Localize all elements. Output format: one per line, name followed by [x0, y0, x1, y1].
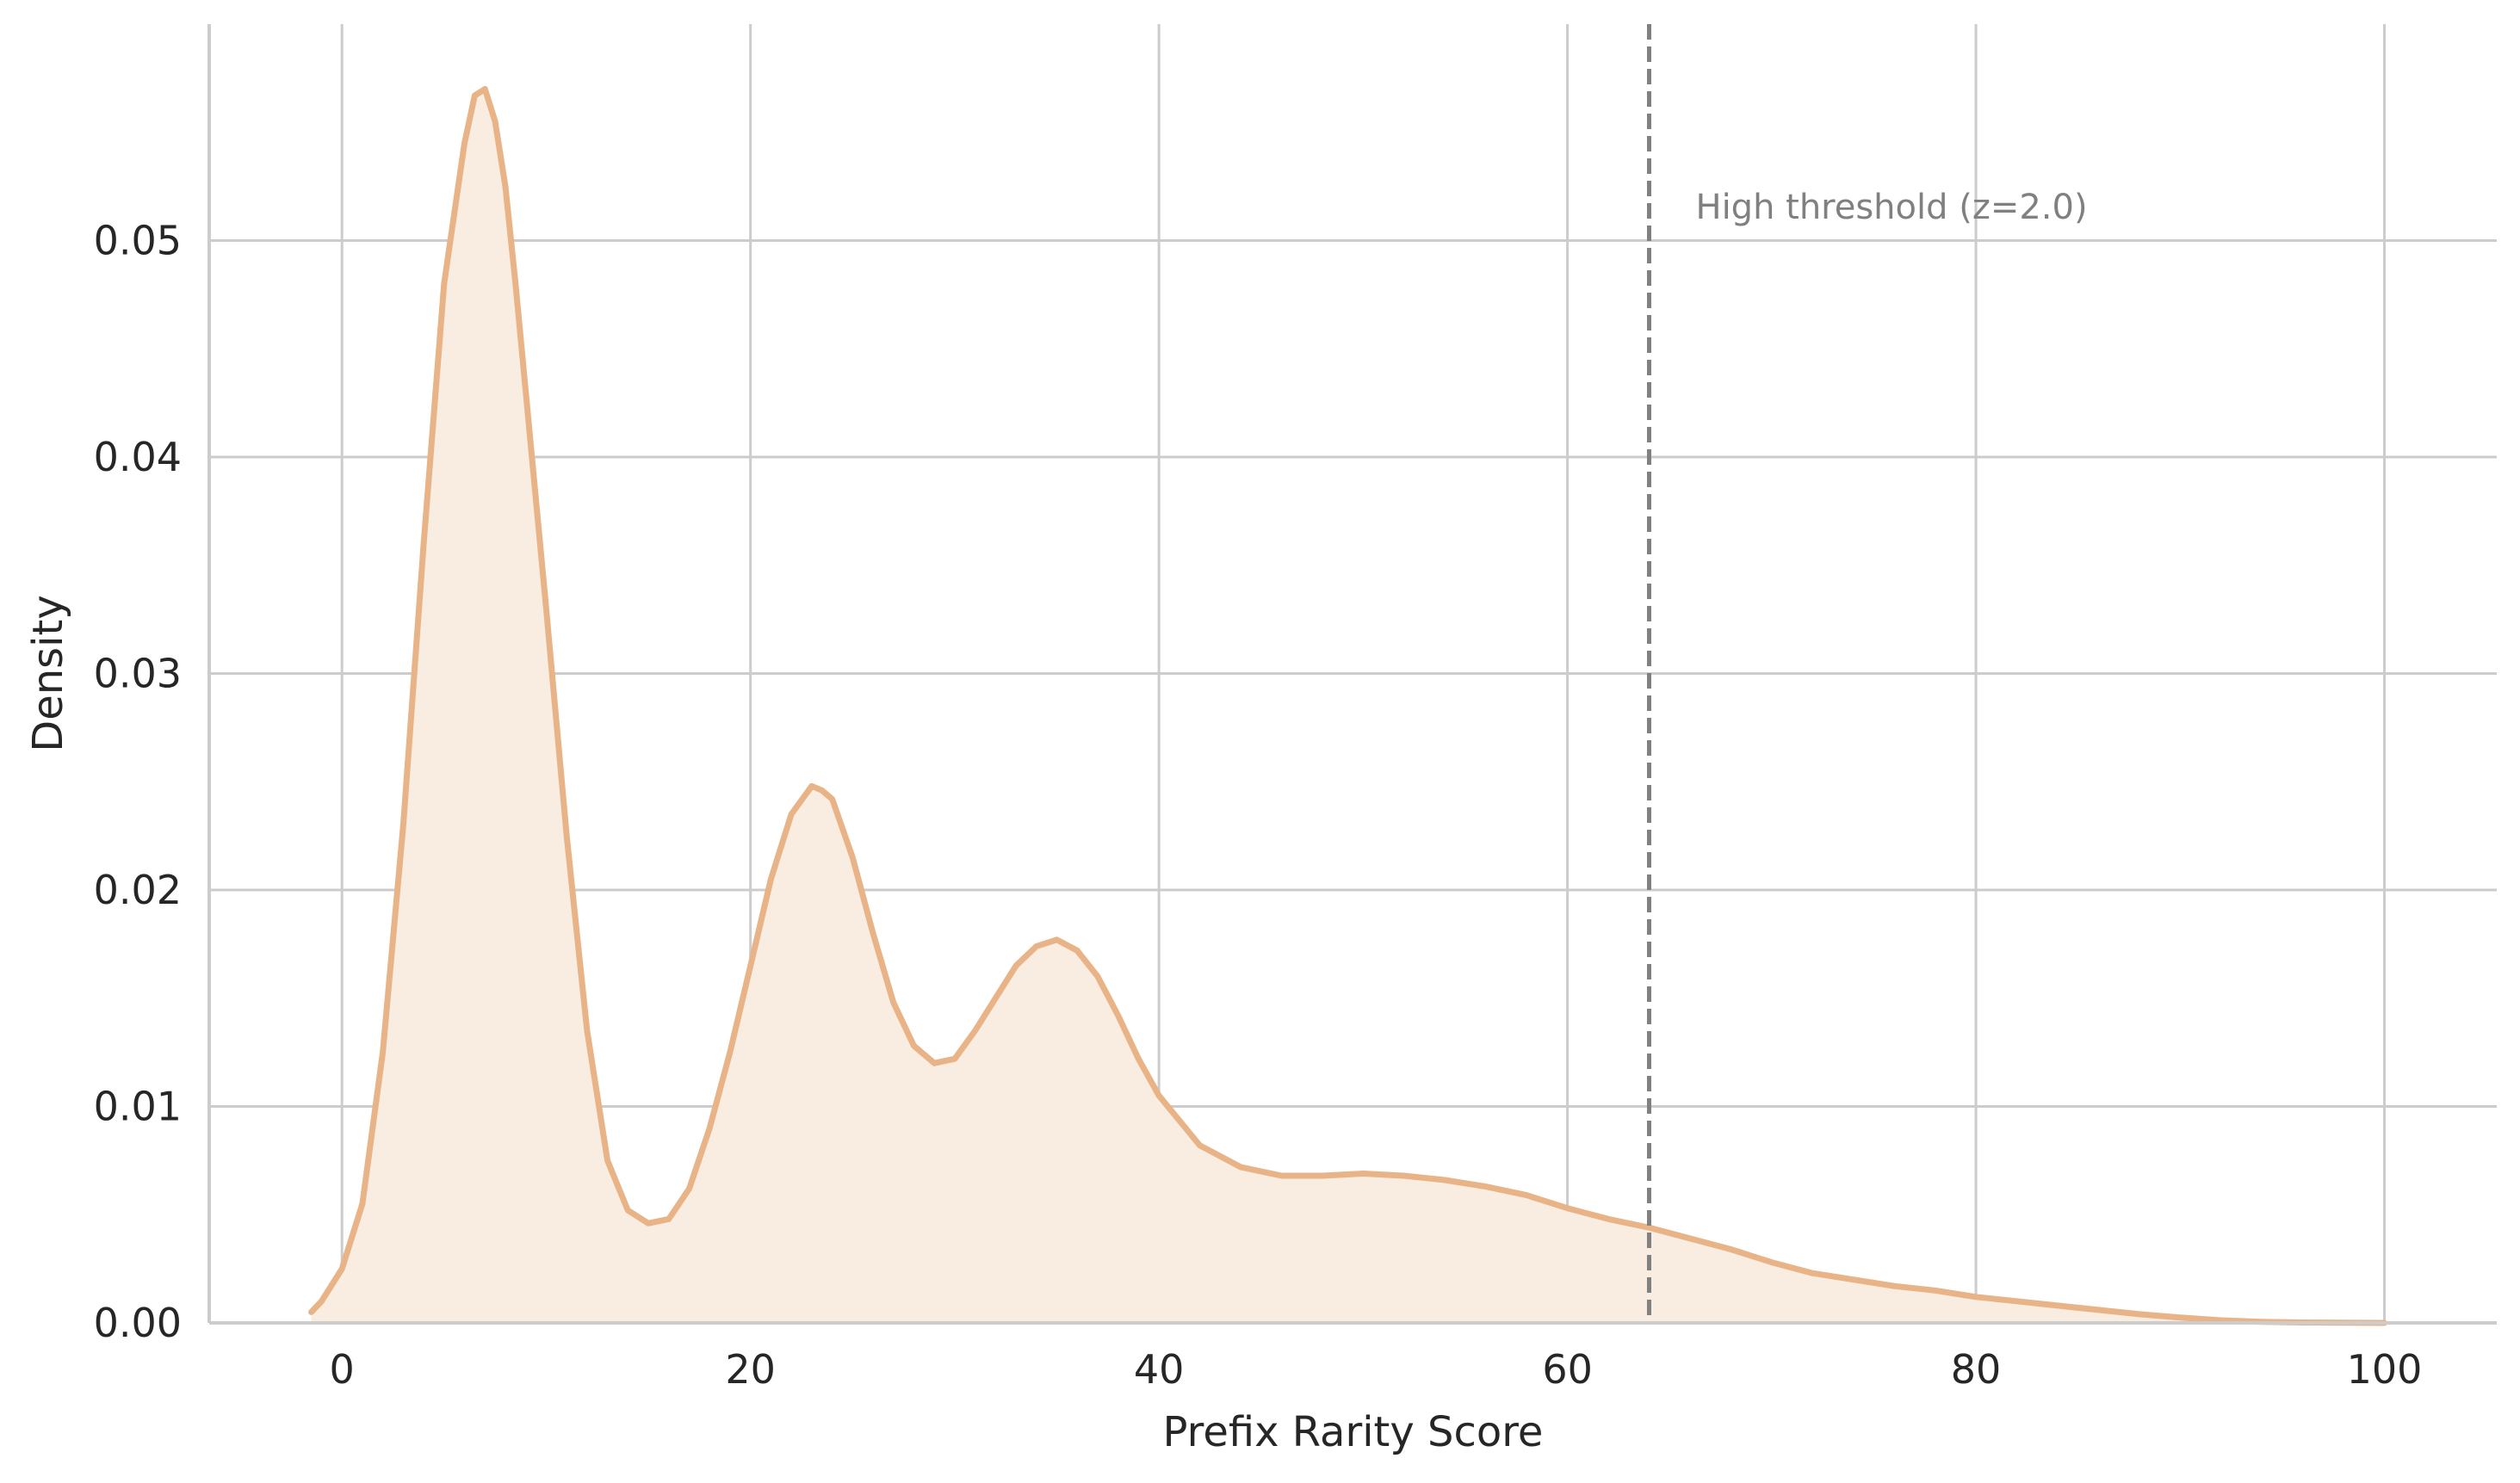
y-tick-label-4: 0.04 [94, 434, 182, 480]
y-tick-label-0: 0.00 [94, 1300, 182, 1346]
density-fill-0 [311, 89, 2385, 1323]
y-tick-label-2: 0.02 [94, 867, 182, 913]
threshold-label: High threshold (z=2.0) [1695, 188, 2087, 227]
y-tick-label-1: 0.01 [94, 1084, 182, 1130]
x-tick-label-2: 40 [1134, 1346, 1185, 1393]
x-tick-label-5: 100 [2347, 1346, 2423, 1393]
x-tick-label-3: 60 [1542, 1346, 1593, 1393]
axes-layer [207, 24, 2497, 1325]
tick-label-layer: 0 20 40 60 80 100 0.00 0.01 0.02 0.03 0.04 0.05 [94, 218, 2423, 1393]
y-tick-label-5: 0.05 [94, 218, 182, 264]
x-axis-label: Prefix Rarity Score [1163, 1408, 1544, 1456]
x-tick-label-4: 80 [1951, 1346, 2002, 1393]
y-tick-label-3: 0.03 [94, 651, 182, 697]
annotation-layer: High threshold (z=2.0) [1646, 24, 2088, 1323]
x-tick-label-0: 0 [330, 1346, 355, 1393]
x-tick-label-1: 20 [725, 1346, 776, 1393]
area-layer [308, 85, 2387, 1326]
density-line-0 [308, 85, 2387, 1326]
y-axis-label: Density [24, 595, 72, 751]
